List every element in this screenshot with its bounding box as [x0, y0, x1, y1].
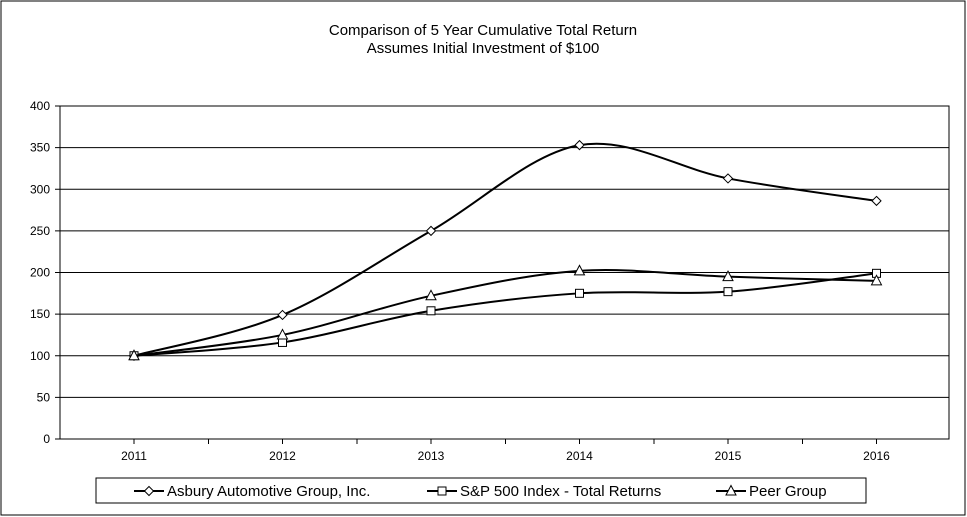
series-line: [133, 142, 877, 357]
legend-marker: [725, 484, 737, 496]
legend-entry: Asbury Automotive Group, Inc.: [134, 483, 370, 500]
legend-entry: S&P 500 Index - Total Returns: [427, 483, 661, 500]
data-point: [573, 264, 586, 276]
data-point: [575, 288, 584, 298]
legend: Asbury Automotive Group, Inc. S&P 500 Ind…: [95, 477, 867, 504]
data-point: [128, 349, 140, 361]
y-tick-label: 250: [30, 224, 50, 238]
y-tick-label: 50: [37, 390, 51, 404]
legend-label: Asbury Automotive Group, Inc.: [167, 483, 370, 500]
legend-marker: [143, 485, 155, 497]
x-tick-label: 2012: [269, 449, 296, 463]
grid: [60, 147, 949, 398]
chart-title: Comparison of 5 Year Cumulative Total Re…: [329, 22, 637, 39]
legend-label: Peer Group: [749, 483, 827, 500]
y-tick-label: 100: [30, 349, 50, 363]
data-point: [574, 139, 585, 151]
data-point: [425, 289, 437, 301]
data-point: [722, 270, 734, 282]
x-axis: 2011 2012 2013 2014 2015 2016: [121, 439, 890, 463]
data-point: [425, 225, 437, 237]
legend-label: S&P 500 Index - Total Returns: [460, 483, 661, 500]
data-point: [723, 287, 733, 297]
data-point: [871, 195, 882, 207]
y-tick-label: 400: [30, 99, 50, 113]
y-tick-label: 200: [30, 266, 50, 280]
y-tick-label: 150: [30, 307, 50, 321]
series: [128, 139, 883, 361]
x-tick-label: 2013: [418, 449, 445, 463]
y-axis: 0 50 100 150 200 250 300 350 400: [30, 99, 60, 446]
data-point: [722, 173, 734, 184]
data-point: [870, 274, 883, 286]
x-tick-label: 2015: [715, 449, 742, 463]
legend-marker: [437, 486, 447, 496]
y-tick-label: 300: [30, 182, 50, 196]
data-point: [276, 328, 289, 340]
series-triangle: [128, 264, 883, 361]
series-diamond: [128, 139, 882, 361]
x-tick-label: 2011: [121, 449, 147, 463]
legend-entry: Peer Group: [716, 483, 827, 500]
series-line: [133, 272, 877, 357]
x-tick-label: 2014: [566, 449, 593, 463]
chart-subtitle: Assumes Initial Investment of $100: [367, 40, 600, 57]
data-point: [426, 306, 436, 316]
y-tick-label: 0: [43, 432, 50, 446]
data-point: [278, 337, 287, 347]
y-tick-label: 350: [30, 141, 50, 155]
series-line: [133, 269, 877, 357]
x-tick-label: 2016: [863, 449, 890, 463]
data-point: [277, 309, 288, 321]
